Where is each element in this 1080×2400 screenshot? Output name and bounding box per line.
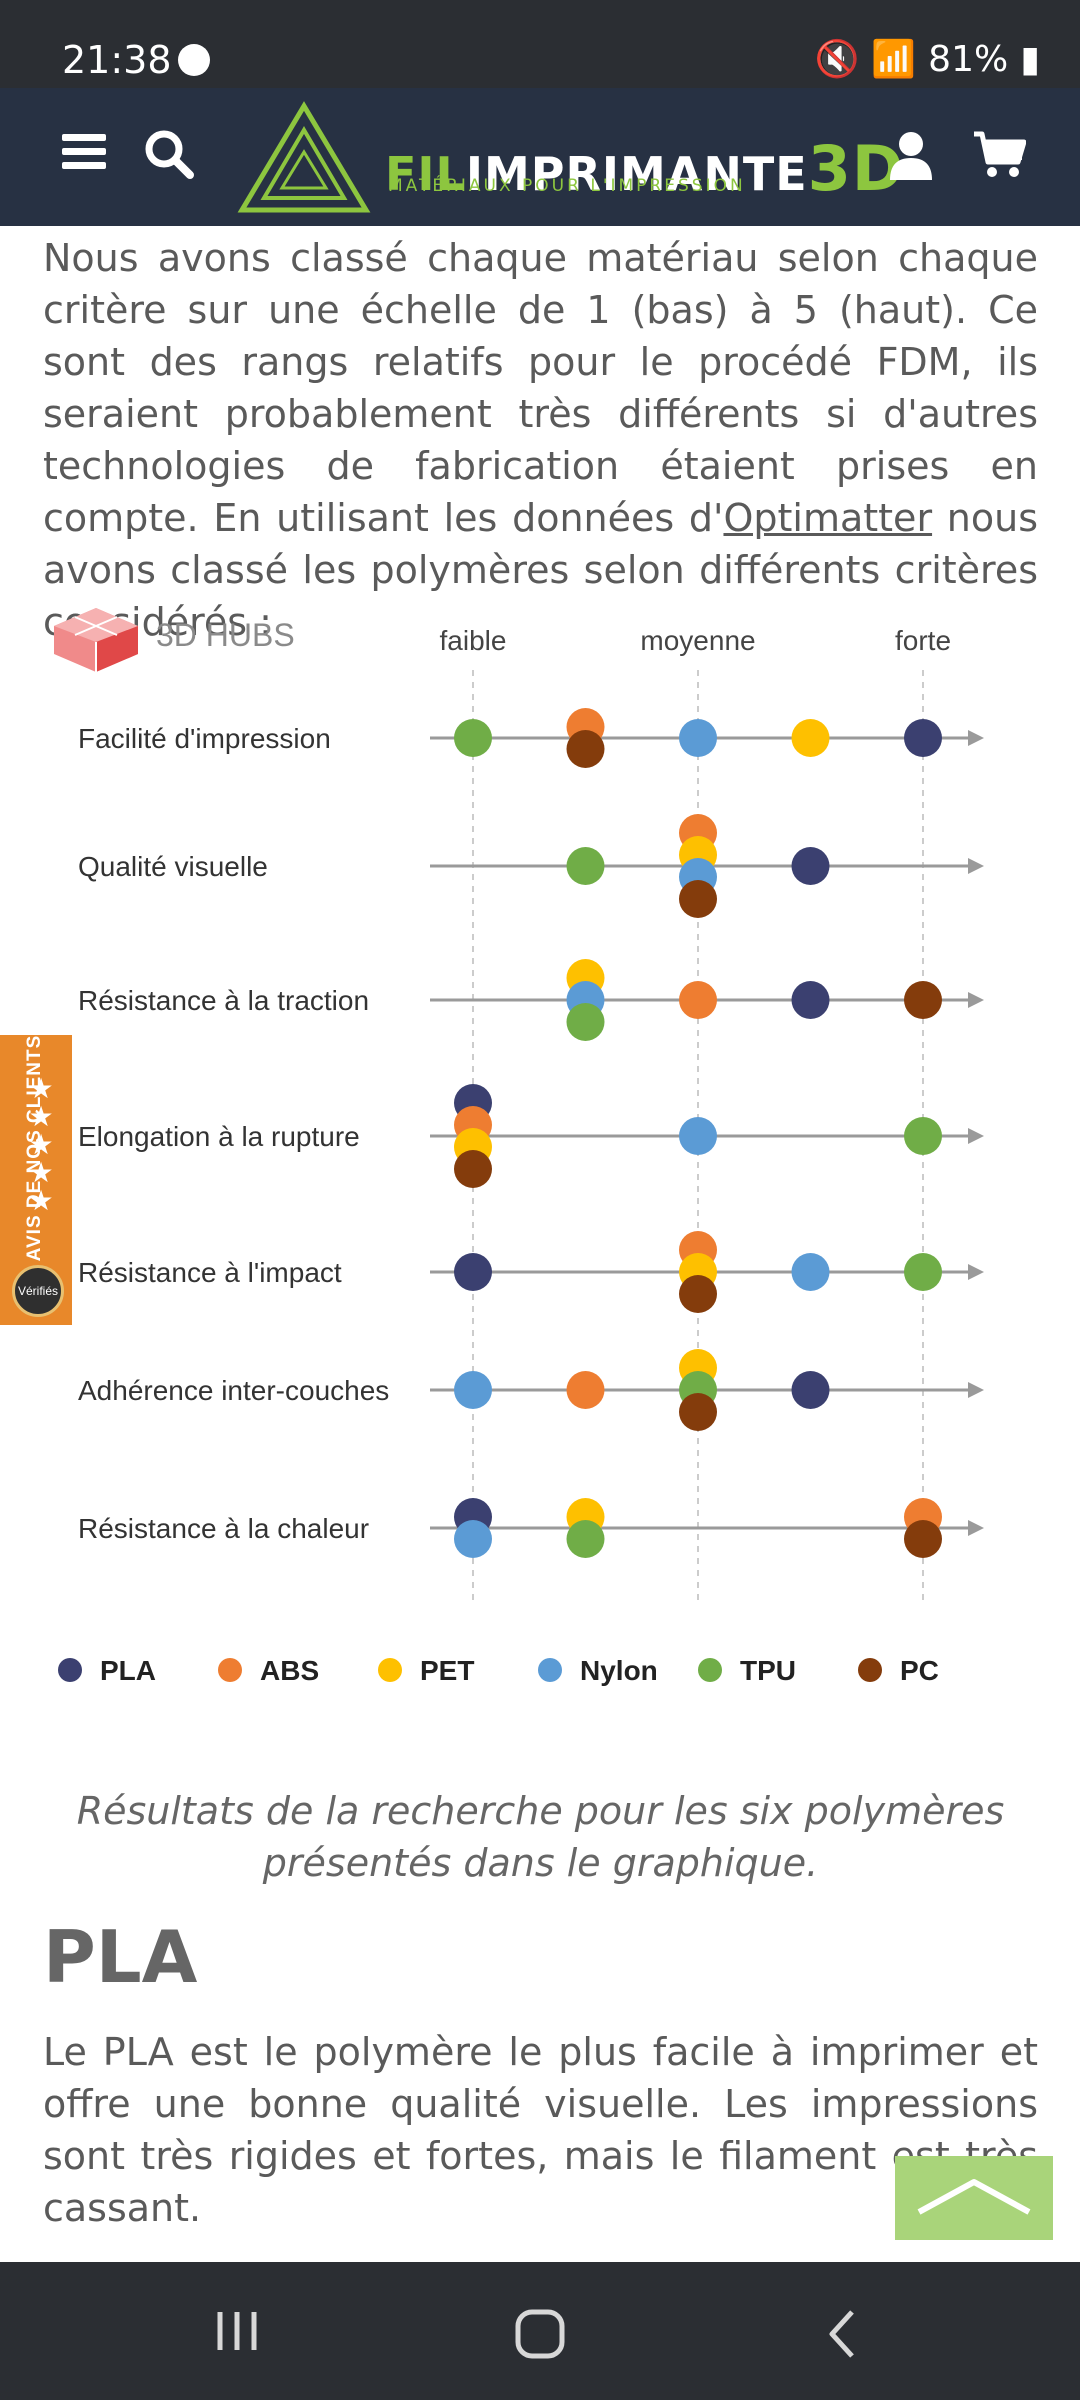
clock: 21:38 — [62, 38, 172, 82]
data-point-nylon — [679, 719, 717, 757]
chevron-up-icon — [917, 2179, 1031, 2215]
data-point-nylon — [454, 1520, 492, 1558]
legend-label: PC — [900, 1655, 939, 1686]
axis-arrow-icon — [968, 1382, 984, 1398]
status-icons: 🔇 📶 81% ▮ — [814, 38, 1040, 81]
data-point-pet — [791, 719, 830, 757]
battery-level: 81% — [928, 38, 1009, 80]
legend-label: PET — [420, 1655, 474, 1686]
account-icon[interactable] — [888, 130, 934, 182]
data-point-pc — [904, 981, 942, 1019]
intro-text-1: Nous avons classé chaque matériau selon … — [43, 236, 1038, 540]
data-point-pla — [791, 847, 830, 885]
legend-label: TPU — [740, 1655, 796, 1686]
data-point-tpu — [904, 1117, 942, 1155]
recent-apps-icon[interactable] — [212, 2306, 262, 2356]
wifi-icon: 📶 — [871, 39, 917, 80]
verified-badge: Vérifiés — [12, 1265, 64, 1317]
data-point-pla — [791, 981, 830, 1019]
back-icon[interactable] — [820, 2306, 864, 2362]
criterion-label: Résistance à la chaleur — [78, 1513, 369, 1544]
customer-reviews-widget[interactable]: AVIS DE NOS CLIENTS ★ ★ ★ ★ ★ Vérifiés — [0, 1035, 72, 1325]
legend-marker — [858, 1658, 882, 1682]
logo-subtitle: MATÉRIAUX POUR L'IMPRESSION — [388, 176, 746, 196]
data-point-abs — [679, 981, 717, 1019]
cart-icon[interactable] — [972, 130, 1026, 180]
scroll-to-top-button[interactable] — [895, 2156, 1053, 2240]
messenger-icon — [178, 44, 210, 76]
legend-label: ABS — [260, 1655, 319, 1686]
data-point-pc — [679, 1393, 717, 1431]
logo-mark-icon[interactable] — [236, 100, 372, 216]
mute-icon: 🔇 — [814, 39, 860, 80]
section-title: PLA — [43, 1915, 198, 1999]
data-point-tpu — [566, 1003, 605, 1041]
criterion-label: Adhérence inter-couches — [78, 1375, 389, 1406]
menu-icon[interactable] — [62, 134, 106, 170]
axis-arrow-icon — [968, 858, 984, 874]
data-point-nylon — [679, 1117, 717, 1155]
chart-brand: 3D HUBS — [156, 617, 295, 653]
axis-arrow-icon — [968, 1264, 984, 1280]
chart-caption: Résultats de la recherche pour les six p… — [76, 1789, 1005, 1885]
data-point-pla — [454, 1253, 492, 1291]
data-point-tpu — [904, 1253, 942, 1291]
data-point-nylon — [454, 1371, 492, 1409]
data-point-pla — [904, 719, 942, 757]
stars-icon: ★ ★ ★ ★ ★ — [28, 1073, 54, 1216]
axis-arrow-icon — [968, 992, 984, 1008]
legend-marker — [378, 1658, 402, 1682]
legend-marker — [218, 1658, 242, 1682]
data-point-pc — [679, 1275, 717, 1313]
scale-label: moyenne — [640, 625, 755, 656]
axis-arrow-icon — [968, 730, 984, 746]
data-point-tpu — [454, 719, 492, 757]
data-point-tpu — [566, 1520, 605, 1558]
logo-imprimante: IMPRIMANTE — [465, 147, 808, 201]
legend-label: PLA — [100, 1655, 156, 1686]
legend-marker — [58, 1658, 82, 1682]
data-point-pc — [904, 1520, 942, 1558]
data-point-pc — [566, 730, 605, 768]
criterion-label: Qualité visuelle — [78, 851, 268, 882]
data-point-nylon — [791, 1253, 830, 1291]
data-point-pc — [679, 880, 717, 918]
scale-label: forte — [895, 625, 951, 656]
optimatter-link[interactable]: Optimatter — [723, 496, 933, 540]
materials-comparison-chart: 3D HUBS Facilité d'impression Qualité vis… — [54, 608, 984, 1686]
legend-marker — [698, 1658, 722, 1682]
data-point-tpu — [566, 847, 605, 885]
criterion-label: Résistance à la traction — [78, 985, 369, 1016]
criterion-label: Facilité d'impression — [78, 723, 331, 754]
scale-label: faible — [440, 625, 507, 656]
criterion-label: Elongation à la rupture — [78, 1121, 360, 1152]
intro-paragraph: Nous avons classé chaque matériau selon … — [43, 232, 1038, 648]
logo-3d: 3D — [807, 132, 905, 205]
data-point-pla — [791, 1371, 830, 1409]
logo-text[interactable]: FILIMPRIMANTE3D — [385, 132, 904, 205]
3dhubs-logo — [54, 608, 138, 672]
data-point-abs — [566, 1371, 605, 1409]
section-paragraph: Le PLA est le polymère le plus facile à … — [43, 2030, 1038, 2230]
data-point-pc — [454, 1150, 492, 1188]
home-icon[interactable] — [512, 2306, 568, 2362]
logo-fil: FIL — [385, 147, 466, 201]
axis-arrow-icon — [968, 1520, 984, 1536]
battery-icon: ▮ — [1020, 38, 1040, 80]
legend-label: Nylon — [580, 1655, 658, 1686]
system-nav-bar — [0, 2262, 1080, 2400]
status-bar: 21:38 🔇 📶 81% ▮ — [0, 0, 1080, 88]
legend-marker — [538, 1658, 562, 1682]
axis-arrow-icon — [968, 1128, 984, 1144]
search-icon[interactable] — [143, 128, 195, 180]
criterion-label: Résistance à l'impact — [78, 1257, 342, 1288]
